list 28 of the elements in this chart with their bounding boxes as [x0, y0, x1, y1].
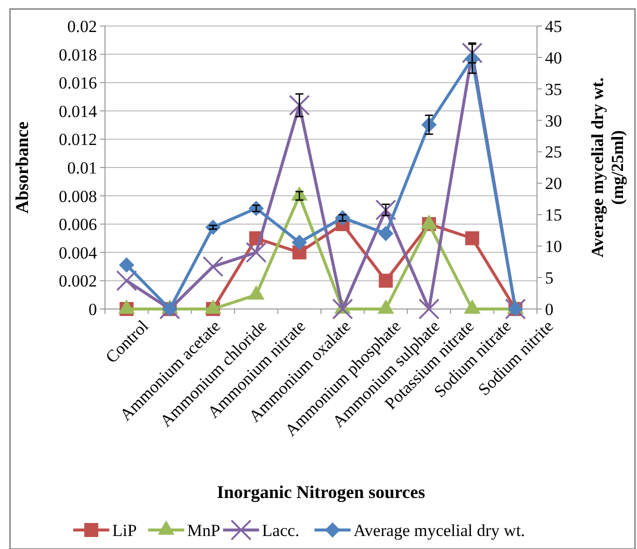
- y-tick-label: 0.018: [58, 45, 97, 64]
- y-tick-label: 0.01: [67, 158, 97, 178]
- y-tick-label: 0.014: [58, 102, 98, 121]
- y2-tick-label: 40: [545, 48, 562, 68]
- x-axis-title: Inorganic Nitrogen sources: [216, 482, 426, 502]
- legend-label: Average mycelial dry wt.: [354, 520, 526, 540]
- y2-tick-label: 45: [545, 16, 562, 36]
- y-tick-label: 0.008: [58, 186, 97, 206]
- y-tick-label: 0.004: [58, 243, 98, 262]
- y2-tick-label: 0: [545, 300, 554, 319]
- legend-label: MnP: [187, 520, 220, 540]
- y-tick-label: 0.012: [58, 130, 97, 150]
- legend-label: LiP: [112, 520, 137, 540]
- legend-label: Lacc.: [262, 520, 300, 540]
- y2-tick-label: 20: [545, 174, 562, 194]
- y-tick-label: 0.006: [58, 215, 97, 234]
- y2-tick-label: 35: [545, 80, 562, 99]
- y-tick-label: 0: [88, 300, 97, 319]
- y-tick-label: 0.016: [58, 74, 97, 93]
- y2-axis-title: Average mycelial dry wt. (mg/25ml): [588, 77, 627, 258]
- y-tick-label: 0.02: [67, 16, 97, 36]
- y2-tick-label: 15: [545, 206, 562, 225]
- y2-tick-label: 5: [545, 268, 554, 288]
- y2-tick-label: 30: [545, 111, 562, 130]
- y2-tick-label: 10: [545, 237, 562, 256]
- y-axis-title: Absorbance: [12, 121, 32, 214]
- y-tick-label: 0.002: [58, 272, 97, 291]
- y2-tick-label: 25: [545, 142, 562, 162]
